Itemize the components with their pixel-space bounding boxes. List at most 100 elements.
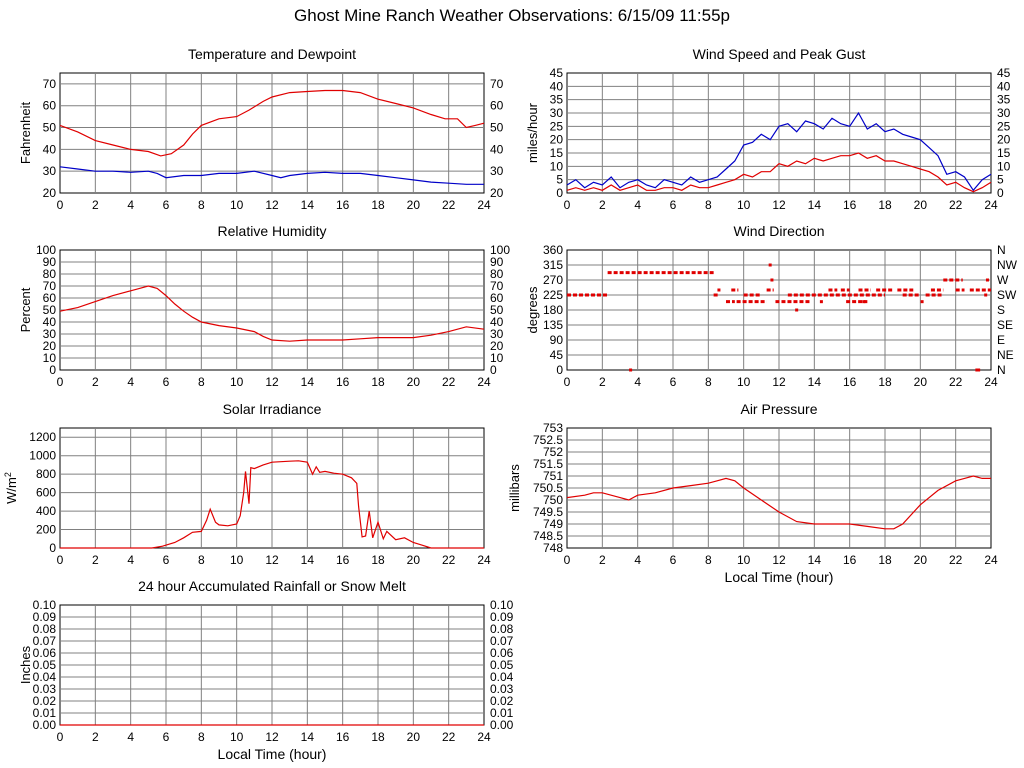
x-tick-label: 20: [914, 198, 928, 212]
y-tick-label: 748.5: [533, 529, 563, 543]
direction-point: [984, 293, 988, 297]
x-tick-label: 6: [163, 730, 170, 744]
y-right-tick-label: 5: [997, 173, 1004, 187]
y-right-tick-label: 40: [490, 142, 504, 156]
y-right-tick-label: 30: [490, 327, 504, 341]
y-right-tick-label: W: [997, 273, 1009, 287]
x-tick-label: 24: [477, 198, 491, 212]
series-line-0: [59, 285, 485, 342]
x-tick-label: 20: [914, 553, 928, 567]
x-tick-label: 12: [772, 375, 786, 389]
x-tick-label: 24: [984, 198, 998, 212]
x-tick-label: 6: [670, 375, 677, 389]
y-right-tick-label: S: [997, 303, 1005, 317]
chart-title: Temperature and Dewpoint: [188, 46, 356, 62]
y-tick-label: 60: [43, 291, 57, 305]
y-tick-label: 45: [550, 348, 564, 362]
series-line-1: [566, 152, 992, 193]
y-right-tick-label: N: [997, 243, 1006, 257]
y-right-tick-label: 30: [490, 164, 504, 178]
y-right-tick-label: 15: [997, 146, 1011, 160]
x-tick-label: 20: [407, 375, 421, 389]
y-tick-label: 0.00: [33, 718, 57, 732]
x-tick-label: 2: [92, 375, 99, 389]
x-tick-label: 0: [564, 198, 571, 212]
y-tick-label: 0.10: [33, 598, 57, 612]
x-tick-label: 14: [301, 553, 315, 567]
series-line-0: [566, 111, 992, 192]
y-tick-label: 70: [43, 77, 57, 91]
y-right-tick-label: 0: [997, 186, 1004, 200]
x-tick-label: 24: [477, 553, 491, 567]
x-tick-label: 24: [477, 375, 491, 389]
y-right-tick-label: 45: [997, 66, 1011, 80]
y-tick-label: 800: [36, 467, 56, 481]
y-tick-label: 360: [543, 243, 563, 257]
x-tick-label: 0: [564, 553, 571, 567]
x-tick-label: 0: [57, 730, 64, 744]
x-tick-label: 18: [878, 553, 892, 567]
y-tick-label: 30: [550, 106, 564, 120]
x-tick-label: 20: [914, 375, 928, 389]
x-tick-label: 16: [336, 375, 350, 389]
x-tick-label: 2: [92, 553, 99, 567]
direction-point: [977, 368, 981, 372]
direction-point: [795, 308, 799, 312]
y-axis-label-base: W/m: [4, 477, 19, 504]
y-right-tick-label: N: [997, 363, 1006, 377]
x-tick-label: 12: [265, 375, 279, 389]
y-right-tick-label: 100: [490, 243, 510, 257]
x-tick-label: 22: [442, 198, 456, 212]
y-right-tick-label: 60: [490, 291, 504, 305]
x-tick-label: 4: [127, 375, 134, 389]
x-tick-label: 22: [949, 553, 963, 567]
direction-point: [629, 368, 633, 372]
chart-title: Wind Speed and Peak Gust: [693, 46, 866, 62]
y-tick-label: 750.5: [533, 481, 563, 495]
y-tick-label: 1200: [29, 430, 56, 444]
y-tick-label: 90: [43, 255, 57, 269]
y-right-tick-label: 90: [490, 255, 504, 269]
y-tick-label: 400: [36, 504, 56, 518]
y-right-tick-label: NE: [997, 348, 1014, 362]
x-tick-label: 22: [442, 553, 456, 567]
x-tick-label: 10: [230, 553, 244, 567]
x-tick-label: 10: [230, 730, 244, 744]
y-tick-label: 748: [543, 541, 563, 555]
y-tick-label: 20: [43, 339, 57, 353]
y-tick-label: 135: [543, 318, 563, 332]
x-tick-label: 8: [198, 553, 205, 567]
y-right-tick-label: 70: [490, 77, 504, 91]
x-tick-label: 22: [949, 375, 963, 389]
x-tick-label: 14: [301, 730, 315, 744]
y-tick-label: 0.03: [33, 682, 57, 696]
x-tick-label: 12: [772, 553, 786, 567]
y-tick-label: 50: [43, 121, 57, 135]
y-right-tick-label: 40: [490, 315, 504, 329]
y-tick-label: 270: [543, 273, 563, 287]
y-right-tick-label: 0.02: [490, 694, 514, 708]
y-tick-label: 1000: [29, 449, 56, 463]
x-tick-label: 14: [301, 375, 315, 389]
y-tick-label: 20: [550, 133, 564, 147]
y-right-tick-label: 50: [490, 303, 504, 317]
series-line-0: [60, 460, 484, 549]
series-line-1: [59, 166, 484, 185]
chart-title: Wind Direction: [733, 223, 824, 239]
x-tick-label: 12: [265, 553, 279, 567]
y-right-tick-label: 20: [997, 133, 1011, 147]
y-right-tick-label: SE: [997, 318, 1013, 332]
y-axis-label: Percent: [18, 287, 33, 332]
y-tick-label: 90: [550, 333, 564, 347]
x-tick-label: 18: [371, 375, 385, 389]
x-tick-label: 16: [336, 730, 350, 744]
y-tick-label: 0.04: [33, 670, 57, 684]
y-tick-label: 80: [43, 267, 57, 281]
y-right-tick-label: 0.00: [490, 718, 514, 732]
y-tick-label: 30: [43, 164, 57, 178]
x-tick-label: 8: [705, 198, 712, 212]
